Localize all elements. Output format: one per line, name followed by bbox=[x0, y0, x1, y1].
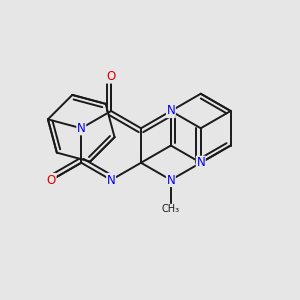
Text: N: N bbox=[167, 104, 175, 118]
Text: O: O bbox=[47, 173, 56, 187]
Text: O: O bbox=[106, 70, 116, 83]
Text: N: N bbox=[107, 173, 116, 187]
Text: N: N bbox=[167, 173, 175, 187]
Text: N: N bbox=[196, 156, 205, 169]
Text: CH₃: CH₃ bbox=[162, 204, 180, 214]
Text: N: N bbox=[77, 122, 85, 135]
